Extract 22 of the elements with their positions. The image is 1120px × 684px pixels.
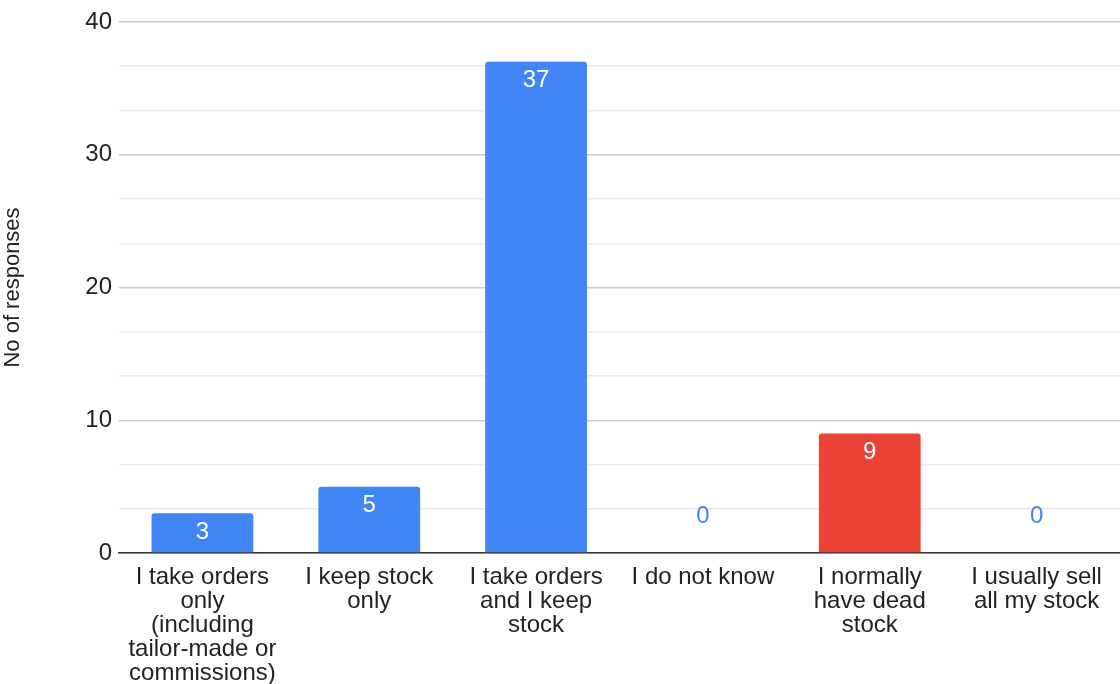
- y-tick-label: 40: [85, 6, 112, 34]
- bar: [818, 433, 921, 553]
- x-tick-label: I normally have dead stock: [813, 561, 926, 637]
- bar: [485, 61, 587, 553]
- y-tick-label: 30: [85, 139, 112, 167]
- x-tick-label: I usually sell all my stock: [971, 561, 1102, 613]
- y-tick-label: 0: [98, 537, 112, 565]
- data-label: 9: [863, 437, 877, 465]
- data-label: 37: [522, 65, 550, 93]
- y-axis-title: No of responses: [0, 207, 25, 368]
- x-tick-label: I keep stock only: [305, 561, 435, 613]
- y-tick-label: 10: [85, 404, 112, 432]
- data-label: 3: [195, 516, 210, 544]
- bar: [151, 513, 254, 553]
- data-label: 0: [1029, 500, 1044, 528]
- x-tick-label: I do not know: [631, 561, 775, 589]
- data-label: 5: [362, 490, 376, 518]
- x-tick-label: I take orders only (including tailor-made or commissions): [128, 561, 277, 684]
- data-label: 0: [696, 500, 710, 528]
- bar: [318, 486, 421, 553]
- y-tick-label: 20: [85, 272, 112, 300]
- x-tick-label: I take orders and I keep stock: [469, 561, 603, 637]
